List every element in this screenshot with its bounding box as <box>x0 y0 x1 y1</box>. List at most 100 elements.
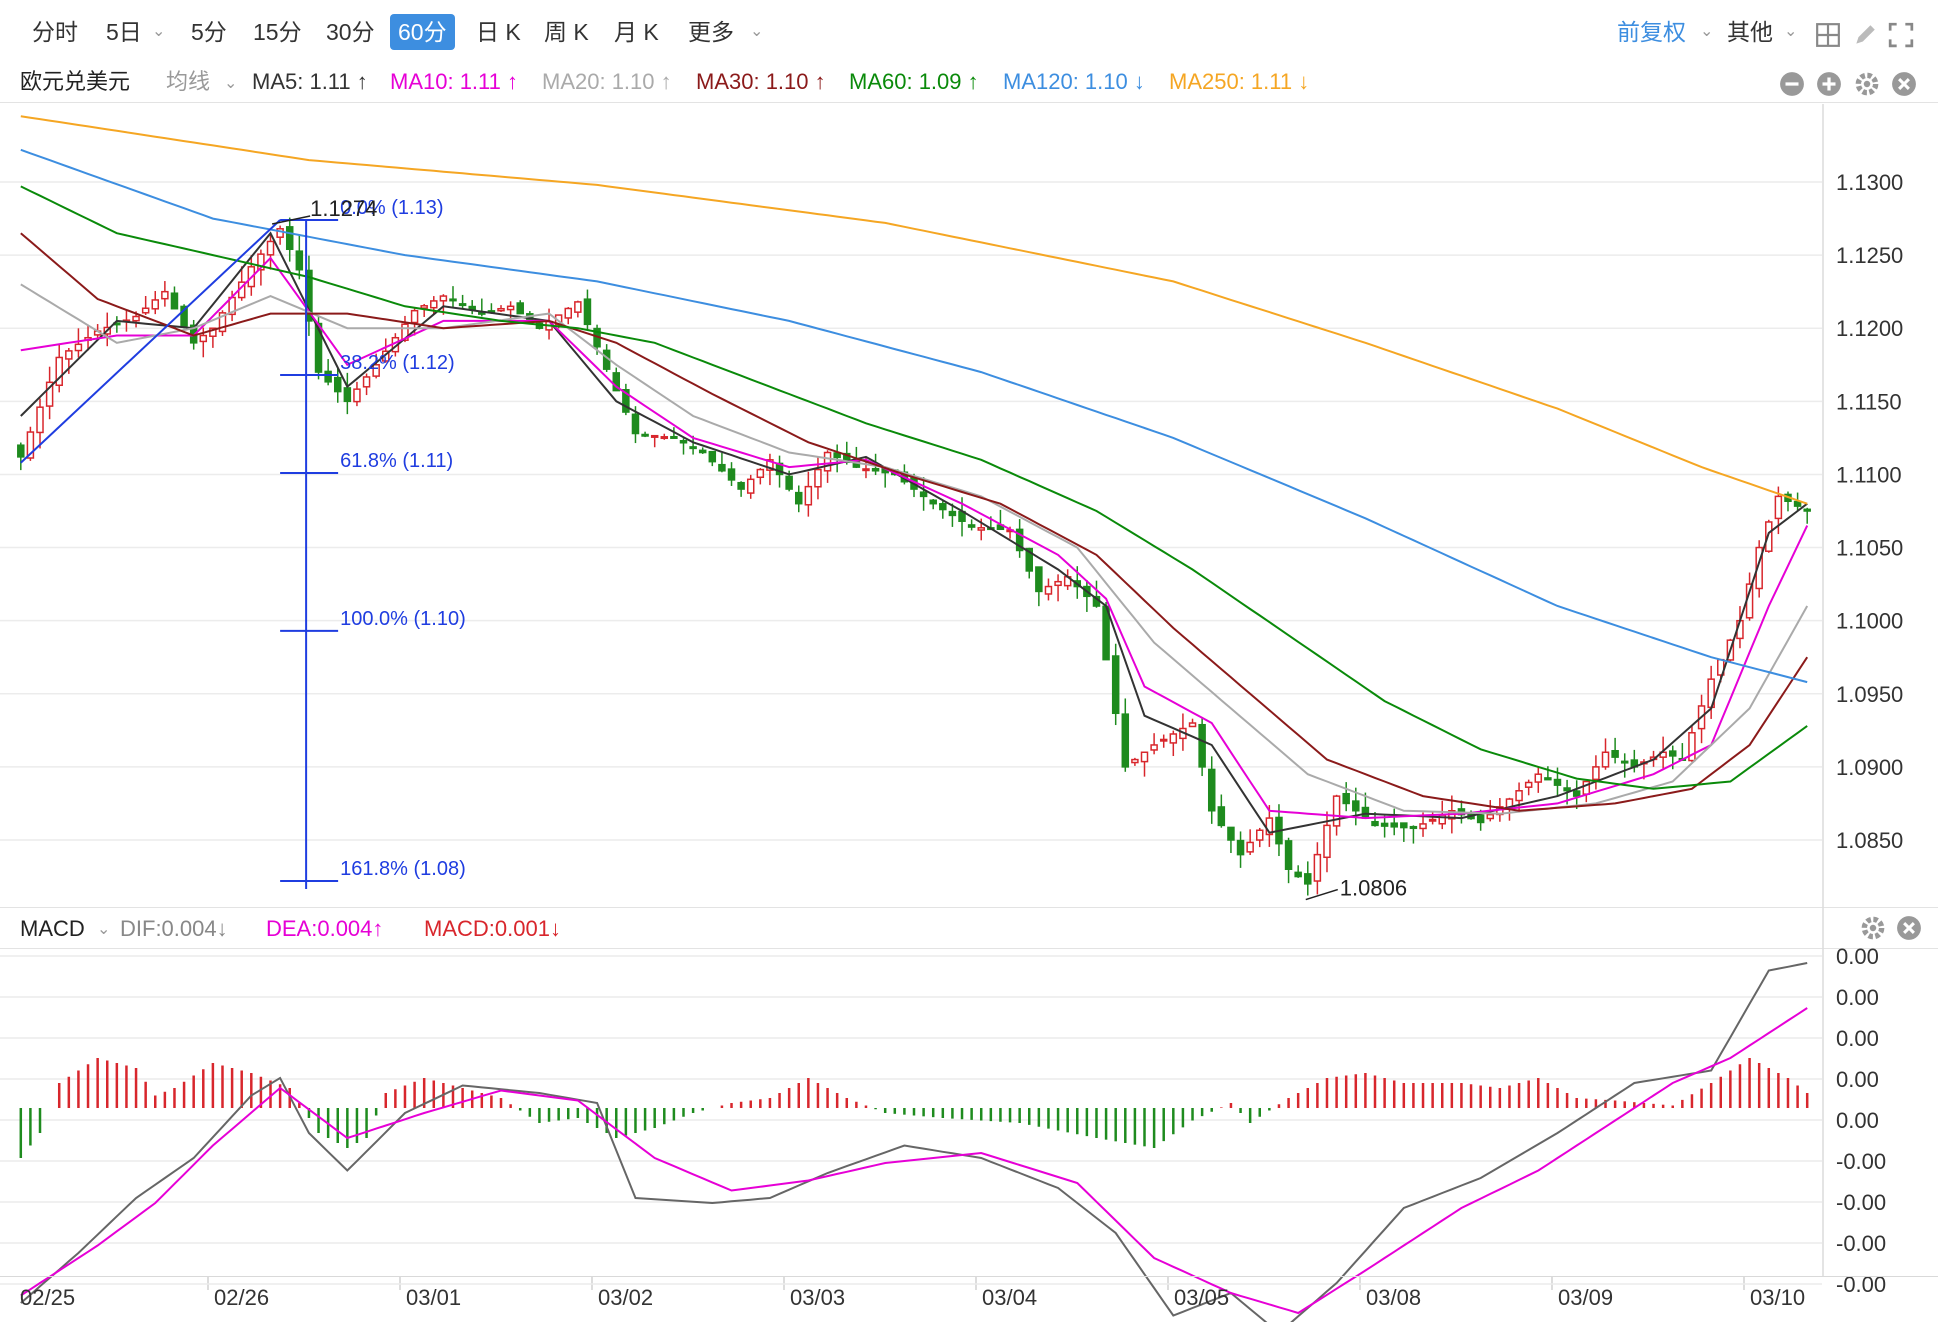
fib-level-label: 61.8% (1.11) <box>340 450 453 472</box>
x-tick-label: 03/04 <box>982 1285 1038 1310</box>
candle-body <box>1688 732 1696 762</box>
other-dropdown[interactable]: 其他 <box>1727 19 1773 45</box>
candle-body <box>420 305 428 309</box>
macd-indicator-dropdown[interactable]: MACD <box>20 916 85 941</box>
candle-body <box>1428 818 1437 822</box>
candle-body <box>324 370 332 383</box>
tab-day-k[interactable]: 日 K <box>476 19 521 45</box>
candle-body <box>804 485 813 506</box>
candle-body <box>1611 749 1619 758</box>
high-marker-arrow <box>271 215 311 225</box>
ma20-line <box>20 283 1809 815</box>
tab-5min[interactable]: 5分 <box>191 19 227 45</box>
candle-body <box>55 356 63 387</box>
candle-body <box>36 406 44 434</box>
candle-body <box>1313 853 1322 882</box>
candle-body <box>17 444 25 458</box>
low-marker-label: 1.0806 <box>1340 876 1407 901</box>
macd-legend-bar: MACD ⌄ DIF:0.004↓ DEA:0.004↑ MACD:0.001↓ <box>0 907 1938 949</box>
candle-body <box>977 527 985 531</box>
chevron-down-icon[interactable]: ⌄ <box>1784 23 1798 40</box>
candle-body <box>439 295 448 302</box>
candle-body <box>939 503 947 511</box>
tab-60min[interactable]: 60分 <box>390 14 455 50</box>
ma-type-dropdown[interactable]: 均线 <box>166 69 211 94</box>
ma250-line <box>20 115 1808 505</box>
fib-level-label: 161.8% (1.08) <box>340 858 466 880</box>
candle-body <box>1342 792 1350 805</box>
candle-body <box>1476 814 1485 824</box>
candle-body <box>871 467 880 472</box>
candle-body <box>1524 781 1533 788</box>
candle-body <box>276 228 284 238</box>
candle-body <box>746 478 755 494</box>
candle-body <box>1486 813 1495 820</box>
tab-month-k[interactable]: 月 K <box>614 19 659 45</box>
fib-trend-line <box>20 219 281 464</box>
candle-body <box>1620 760 1629 764</box>
gear-icon[interactable] <box>1860 915 1886 941</box>
ma120-value: MA120: 1.10 ↓ <box>1003 69 1145 94</box>
low-marker-arrow <box>1305 888 1338 901</box>
tab-more[interactable]: 更多 <box>688 19 734 45</box>
candle-body <box>583 298 592 326</box>
close-icon[interactable] <box>1896 915 1922 941</box>
tab-30min[interactable]: 30分 <box>326 19 375 45</box>
close-icon[interactable] <box>1891 71 1917 97</box>
candle-body <box>1755 546 1763 590</box>
chevron-down-icon[interactable]: ⌄ <box>750 23 764 40</box>
adjust-dropdown[interactable]: 前复权 <box>1617 19 1686 45</box>
candle-body <box>814 468 822 488</box>
candle-body <box>1111 655 1120 715</box>
candle-body <box>1035 566 1043 593</box>
fib-level-label: 38.2% (1.12) <box>340 352 455 374</box>
y-tick-label: 1.0850 <box>1836 828 1903 853</box>
x-axis: 02/25 02/26 03/01 03/02 03/03 03/04 03/0… <box>0 1276 1938 1323</box>
gear-icon[interactable] <box>1854 71 1880 97</box>
zoom-in-icon[interactable] <box>1816 71 1842 97</box>
candle-body <box>1304 873 1312 885</box>
zoom-out-icon[interactable] <box>1779 71 1805 97</box>
candle-body <box>708 450 717 463</box>
tab-fenshi[interactable]: 分时 <box>32 19 78 45</box>
ma60-line <box>20 185 1808 790</box>
candle-body <box>1236 839 1245 856</box>
chevron-down-icon[interactable]: ⌄ <box>152 23 166 40</box>
candle-body <box>1534 773 1543 783</box>
candle-body <box>660 436 669 440</box>
pencil-icon[interactable] <box>1852 22 1878 48</box>
candle-body <box>737 481 745 490</box>
fullscreen-icon[interactable] <box>1888 22 1914 48</box>
candle-body <box>506 305 515 311</box>
candle-body <box>410 309 419 324</box>
candle-body <box>650 434 659 438</box>
chevron-down-icon[interactable]: ⌄ <box>1700 23 1714 40</box>
candle-body <box>1121 713 1130 768</box>
candle-body <box>679 440 688 444</box>
candle-body <box>1150 744 1158 751</box>
candle-body <box>670 435 678 439</box>
tab-15min[interactable]: 15分 <box>253 19 302 45</box>
grid-icon[interactable] <box>1815 22 1841 48</box>
ma10-value: MA10: 1.11 ↑ <box>390 69 518 94</box>
candle-body <box>1774 495 1783 520</box>
candle-body <box>1207 768 1216 812</box>
ma30-line <box>20 232 1809 812</box>
tab-week-k[interactable]: 周 K <box>544 19 589 45</box>
candle-body <box>1390 822 1398 828</box>
candle-body <box>209 327 217 337</box>
candle-body <box>170 292 179 310</box>
ma60-value: MA60: 1.09 ↑ <box>849 69 979 94</box>
candle-body <box>785 475 793 490</box>
y-tick-label: 0.00 <box>1836 1067 1879 1092</box>
candle-body <box>727 468 736 481</box>
candle-body <box>1256 829 1264 841</box>
candle-body <box>948 510 957 517</box>
candle-body <box>1563 787 1571 792</box>
tab-5day[interactable]: 5日 <box>106 19 142 45</box>
candle-body <box>468 305 476 310</box>
chevron-down-icon[interactable]: ⌄ <box>97 921 111 938</box>
chevron-down-icon[interactable]: ⌄ <box>224 75 238 92</box>
candle-body <box>257 253 265 271</box>
